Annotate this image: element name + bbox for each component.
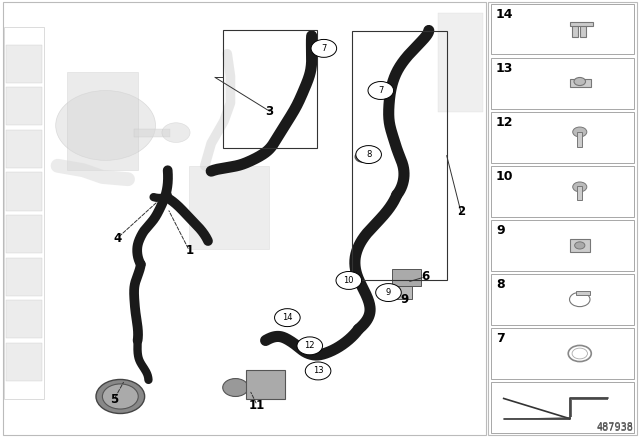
Bar [352, 31, 447, 280]
Circle shape [275, 309, 300, 327]
Circle shape [311, 39, 337, 57]
Bar [6, 343, 42, 381]
Bar [580, 25, 586, 37]
Circle shape [297, 337, 323, 355]
Bar [577, 186, 582, 200]
Bar [570, 239, 590, 252]
Text: 7: 7 [496, 332, 505, 345]
Bar [491, 166, 634, 216]
Bar [134, 129, 170, 137]
Circle shape [305, 362, 331, 380]
Bar [491, 274, 634, 325]
Text: 10: 10 [344, 276, 354, 285]
Bar [491, 382, 634, 433]
Text: 9: 9 [401, 293, 408, 306]
Bar [491, 4, 634, 55]
Bar [189, 166, 269, 249]
Text: 4: 4 [113, 232, 121, 245]
Circle shape [355, 151, 371, 162]
Bar [576, 290, 590, 295]
Text: 13: 13 [496, 62, 513, 75]
Text: 12: 12 [496, 116, 513, 129]
Circle shape [368, 82, 394, 99]
Bar [392, 269, 421, 286]
Text: 6: 6 [421, 270, 429, 284]
Circle shape [223, 379, 248, 396]
Text: 9: 9 [496, 224, 504, 237]
Circle shape [573, 182, 587, 192]
Text: 8: 8 [496, 278, 504, 291]
Circle shape [56, 90, 156, 160]
Bar [491, 112, 634, 163]
Text: 7: 7 [321, 44, 326, 53]
Bar [491, 220, 634, 271]
Text: 2: 2 [457, 205, 465, 218]
Bar [3, 2, 486, 435]
Circle shape [162, 123, 190, 142]
Bar [223, 30, 317, 148]
Polygon shape [504, 398, 609, 418]
Bar [570, 79, 591, 87]
Bar [570, 22, 593, 26]
Bar [6, 172, 42, 211]
Bar [6, 215, 42, 253]
Text: 487938: 487938 [596, 423, 634, 433]
Bar [6, 300, 42, 338]
Text: 13: 13 [313, 366, 323, 375]
Bar [577, 132, 582, 147]
Text: 11: 11 [249, 399, 266, 412]
Text: 9: 9 [386, 288, 391, 297]
Bar [246, 370, 285, 399]
Text: 14: 14 [282, 313, 292, 322]
Bar [6, 45, 42, 83]
Bar [438, 13, 483, 112]
Text: 487938: 487938 [596, 422, 634, 432]
Circle shape [96, 379, 145, 414]
Circle shape [573, 127, 587, 137]
Bar [6, 130, 42, 168]
Circle shape [356, 146, 381, 164]
Bar [6, 87, 42, 125]
Bar [392, 286, 412, 299]
Text: 5: 5 [110, 393, 118, 406]
Bar [491, 328, 634, 379]
Bar [491, 58, 634, 108]
Circle shape [376, 284, 401, 302]
Text: 7: 7 [378, 86, 383, 95]
Circle shape [575, 242, 585, 249]
Circle shape [102, 384, 138, 409]
Bar [4, 27, 44, 399]
Bar [488, 2, 637, 435]
Text: 10: 10 [496, 170, 513, 183]
Circle shape [336, 271, 362, 289]
Text: 12: 12 [305, 341, 315, 350]
Bar [572, 25, 579, 37]
Text: 14: 14 [496, 8, 513, 21]
Text: 1: 1 [186, 244, 193, 258]
Bar [67, 72, 138, 170]
Text: 3: 3 [266, 104, 273, 118]
Text: 8: 8 [366, 150, 371, 159]
Bar [6, 258, 42, 296]
Circle shape [574, 78, 586, 86]
